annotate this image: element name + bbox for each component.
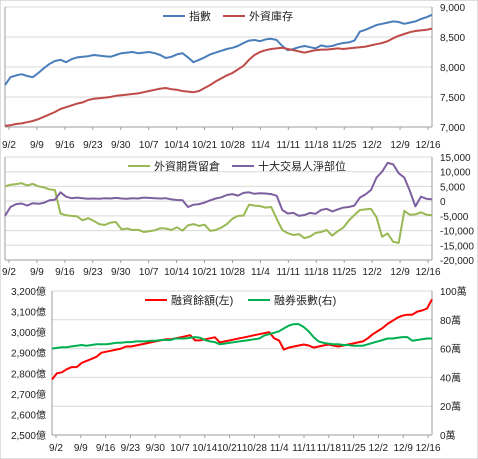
y-right-tick-label: 7,000	[440, 123, 465, 134]
x-tick-label: 9/16	[55, 267, 75, 278]
x-tick-label: 9/23	[83, 140, 103, 151]
x-tick-label: 10/21	[192, 140, 217, 151]
x-tick-label: 10/7	[139, 267, 159, 278]
y-left-tick-label: 2,600億	[11, 408, 46, 421]
y-right-tick-label: 7,500	[440, 93, 465, 104]
x-tick-label: 11/25	[332, 140, 357, 151]
x-tick-label: 9/2	[49, 443, 63, 454]
series-line-2	[4, 161, 433, 217]
y-left-tick-label: 3,200億	[11, 285, 46, 298]
x-tick-label: 11/18	[304, 267, 329, 278]
y-right-tick-label: 8,000	[440, 63, 465, 74]
series-line-1	[4, 13, 433, 86]
chart-panel-1: 7,000 7,500 8,000 8,500 9,000 9/2 9/9 9/16 9/23 9…	[2, 3, 465, 151]
y-right-tick-label: 20萬	[440, 400, 461, 413]
x-tick-label: 9/23	[83, 267, 103, 278]
chart-panel-2: 15,000 10,000 5,000 0 -5,000 -10,000 -15,000 -2…	[2, 153, 474, 278]
x-tick-label: 9/2	[2, 140, 16, 151]
x-tick-label: 10/7	[139, 140, 159, 151]
series-line-2	[51, 323, 432, 350]
x-tick-label: 9/16	[96, 443, 116, 454]
y-left-tick-label: 2,800億	[11, 367, 46, 380]
x-tick-label: 10/21	[217, 443, 242, 454]
y-right-tick-label: -15,000	[440, 241, 474, 252]
y-right-tick-label: 15,000	[440, 153, 471, 164]
x-tick-label: 10/28	[242, 443, 267, 454]
x-tick-label: 10/28	[220, 140, 245, 151]
legend-label: 外資庫存	[249, 9, 293, 23]
series-line-2	[4, 27, 433, 127]
x-tick-label: 12/2	[362, 267, 382, 278]
x-tick-label: 11/18	[317, 443, 342, 454]
x-tick-label: 12/9	[390, 267, 410, 278]
y-left-tick-label: 3,000億	[11, 326, 46, 339]
x-tick-label: 9/23	[121, 443, 141, 454]
y-right-tick-label: -20,000	[440, 256, 474, 267]
legend-label: 融資餘額(左)	[171, 293, 233, 307]
series-line-1	[4, 182, 433, 244]
x-tick-label: 10/14	[164, 267, 189, 278]
series-line-1	[51, 298, 433, 381]
legend-label: 融券張數(右)	[274, 293, 336, 307]
x-tick-label: 9/9	[30, 140, 44, 151]
y-right-tick-label: 80萬	[440, 314, 461, 327]
y-right-tick-label: 9,000	[440, 3, 465, 14]
y-left-tick-label: 2,700億	[11, 388, 46, 401]
y-right-tick-label: 40萬	[440, 371, 461, 384]
x-tick-label: 10/28	[220, 267, 245, 278]
x-tick-label: 11/4	[251, 267, 270, 278]
x-tick-label: 12/9	[393, 443, 413, 454]
x-tick-label: 9/16	[55, 140, 75, 151]
legend-label: 指數	[189, 9, 211, 23]
y-right-tick-label: 5,000	[440, 182, 465, 193]
x-tick-label: 9/9	[30, 267, 44, 278]
y-right-tick-label: 10,000	[440, 168, 471, 179]
x-tick-label: 11/4	[270, 443, 289, 454]
x-tick-label: 12/2	[369, 443, 389, 454]
x-tick-label: 12/9	[390, 140, 410, 151]
x-tick-label: 12/2	[362, 140, 382, 151]
x-tick-label: 11/11	[277, 267, 301, 278]
y-right-tick-label: -5,000	[440, 212, 469, 223]
x-tick-label: 10/14	[192, 443, 217, 454]
y-right-tick-label: 0	[440, 197, 446, 208]
x-tick-label: 12/16	[415, 267, 440, 278]
x-tick-label: 11/25	[332, 267, 357, 278]
x-tick-label: 11/11	[292, 443, 316, 454]
y-left-tick-label: 3,100億	[11, 306, 46, 319]
y-left-tick-label: 2,900億	[11, 347, 46, 360]
y-left-tick-label: 2,500億	[11, 429, 46, 442]
x-tick-label: 11/11	[277, 140, 301, 151]
x-tick-label: 9/30	[111, 267, 131, 278]
x-tick-label: 11/4	[251, 140, 270, 151]
x-tick-label: 10/21	[192, 267, 217, 278]
x-tick-label: 9/9	[74, 443, 88, 454]
x-tick-label: 10/14	[164, 140, 189, 151]
y-right-tick-label: 60萬	[440, 343, 461, 356]
chart-panel-3: 3,200億 3,100億 3,000億 2,900億 2,800億 2,700億 2,60…	[11, 285, 467, 454]
x-tick-label: 10/7	[170, 443, 190, 454]
legend-label: 外資期貨留倉	[154, 159, 220, 173]
x-tick-label: 11/18	[304, 140, 329, 151]
x-tick-label: 11/25	[341, 443, 366, 454]
y-right-tick-label: 100萬	[440, 285, 467, 298]
y-right-tick-label: -10,000	[440, 227, 474, 238]
x-tick-label: 12/16	[415, 140, 440, 151]
x-tick-label: 12/16	[415, 443, 440, 454]
legend-label: 十大交易人淨部位	[258, 159, 346, 173]
x-tick-label: 9/30	[111, 140, 131, 151]
y-right-tick-label: 8,500	[440, 33, 465, 44]
x-tick-label: 9/2	[2, 267, 16, 278]
y-right-tick-label: 0萬	[440, 429, 456, 442]
x-tick-label: 9/30	[145, 443, 165, 454]
